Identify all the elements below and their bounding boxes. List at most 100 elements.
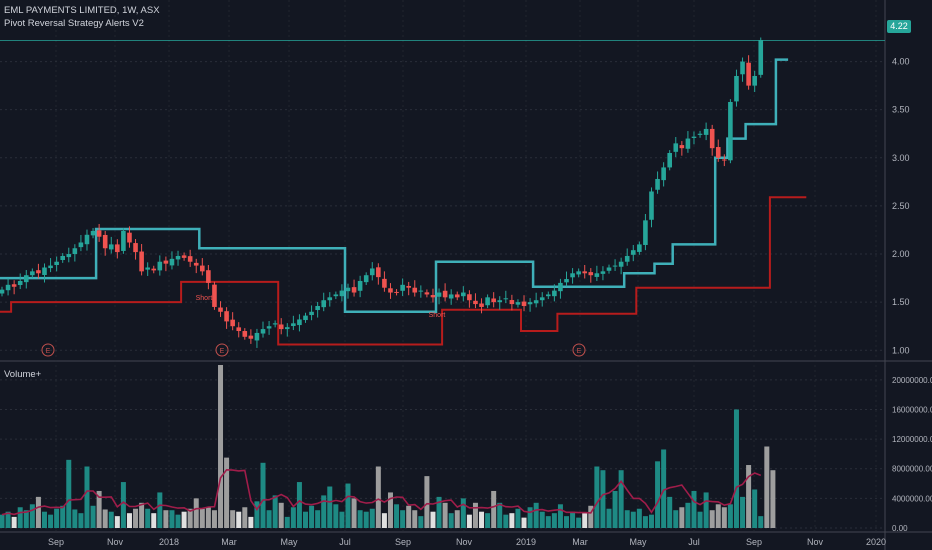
candle-body — [284, 327, 290, 330]
candle-body — [72, 248, 78, 255]
volume-bar — [436, 496, 442, 528]
volume-bar — [284, 516, 290, 528]
volume-bar — [230, 510, 236, 528]
earnings-marker-label: E — [220, 348, 225, 355]
candle-body — [637, 244, 642, 252]
time-tick-label: 2018 — [159, 537, 179, 547]
volume-bar — [497, 502, 503, 528]
volume-bar — [345, 483, 351, 528]
volume-bar — [503, 514, 509, 528]
candle-body — [351, 287, 357, 293]
earnings-marker — [41, 343, 55, 357]
volume-bar — [108, 511, 114, 528]
volume-bar — [290, 507, 296, 528]
volume-bar — [715, 504, 721, 528]
volume-bar — [630, 511, 636, 528]
volume-bar — [78, 513, 84, 528]
volume-bar — [600, 470, 606, 528]
volume-bar — [369, 508, 375, 528]
candle-body — [0, 289, 5, 294]
candle-body — [333, 294, 339, 297]
volume-bar — [381, 513, 387, 528]
volume-bar — [588, 505, 594, 528]
candle-body — [272, 323, 278, 325]
time-tick-label: Jul — [688, 537, 700, 547]
candle-body — [509, 300, 515, 305]
candle-body — [369, 268, 375, 276]
candle-body — [606, 267, 612, 271]
volume-bar — [515, 508, 521, 528]
lower-pivot-line — [0, 196, 807, 346]
volume-bar — [618, 470, 624, 528]
volume-bar — [139, 502, 145, 528]
candle-body — [612, 265, 618, 267]
volume-bar — [357, 510, 363, 528]
candle-body — [618, 261, 624, 267]
volume-bar — [460, 498, 466, 528]
candle-body — [212, 284, 217, 307]
candle-body — [424, 292, 430, 295]
volume-bar — [740, 496, 746, 528]
volume-bar — [472, 502, 478, 528]
volume-bar — [54, 508, 60, 528]
volume-bar — [479, 511, 485, 528]
volume-bar — [394, 504, 400, 528]
candle-body — [139, 251, 144, 272]
volume-bar — [35, 496, 41, 528]
candle-body — [297, 319, 302, 326]
time-tick-label: Nov — [456, 537, 473, 547]
time-tick-label: 2019 — [516, 537, 536, 547]
candle-body — [169, 258, 175, 266]
volume-bar — [527, 507, 533, 528]
volume-bar — [642, 516, 648, 528]
candle-body — [218, 307, 223, 312]
candle-body — [746, 62, 751, 86]
volume-bar — [236, 511, 242, 528]
price-tick-label: 4.00 — [892, 57, 910, 67]
volume-bar — [205, 507, 211, 528]
volume-bar — [466, 514, 472, 528]
candle-body — [436, 292, 442, 297]
candle-body — [163, 260, 169, 264]
volume-bar — [387, 492, 393, 528]
candle-body — [260, 329, 266, 334]
price-tick-label: 2.00 — [892, 249, 910, 259]
candle-body — [363, 275, 369, 283]
volume-bar — [606, 508, 612, 528]
candle-body — [600, 271, 606, 274]
volume-bar — [709, 510, 715, 528]
volume-bar — [454, 510, 460, 528]
volume-bar — [84, 466, 90, 528]
volume-bar — [667, 496, 673, 528]
volume-bar — [175, 514, 181, 528]
candle-body — [266, 326, 272, 329]
volume-bar — [72, 509, 78, 528]
candle-body — [345, 287, 351, 292]
volume-bar — [303, 511, 308, 528]
candle-body — [248, 335, 254, 339]
candle-body — [473, 300, 478, 305]
candle-body — [624, 255, 630, 262]
volume-bar — [545, 516, 551, 528]
time-tick-label: Nov — [107, 537, 124, 547]
candle-body — [527, 302, 533, 305]
candle-body — [734, 76, 739, 102]
candle-body — [752, 76, 757, 86]
candle-body — [661, 167, 666, 181]
volume-bar — [266, 510, 272, 528]
volume-bar — [96, 490, 102, 528]
volume-bar — [248, 516, 254, 528]
volume-bar — [648, 514, 654, 528]
volume-bar — [151, 513, 157, 528]
candle-body — [242, 331, 248, 337]
candle-body — [558, 282, 563, 292]
volume-bar — [418, 516, 424, 528]
candle-body — [685, 138, 691, 149]
volume-bar — [758, 516, 764, 528]
candle-body — [454, 294, 460, 298]
volume-bar — [733, 409, 739, 528]
volume-bar — [5, 511, 11, 528]
short-signal-label: Short — [196, 295, 213, 302]
volume-bar — [406, 505, 412, 528]
